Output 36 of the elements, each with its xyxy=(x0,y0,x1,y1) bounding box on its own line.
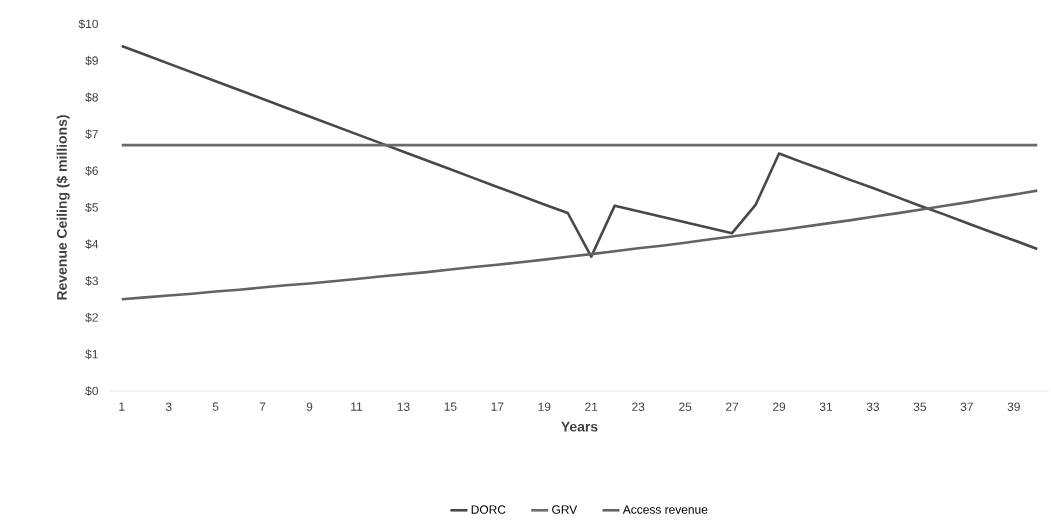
y-tick-label: $8 xyxy=(85,92,98,103)
y-tick-label: $10 xyxy=(78,19,99,29)
x-tick-label: 27 xyxy=(726,402,739,411)
y-tick-label: $5 xyxy=(85,202,98,213)
y-tick-label: $1 xyxy=(85,349,98,360)
x-tick-label: 7 xyxy=(259,402,266,411)
y-tick-label: $9 xyxy=(85,55,98,66)
x-tick-label: 3 xyxy=(165,402,172,411)
x-tick-label: 33 xyxy=(866,402,880,411)
x-tick-label: 13 xyxy=(397,402,410,411)
legend-label: Access revenue xyxy=(622,505,708,514)
y-tick-label: $3 xyxy=(85,276,98,286)
x-tick-label: 5 xyxy=(212,402,219,411)
x-tick-label: 11 xyxy=(351,402,363,411)
x-tick-label: 17 xyxy=(491,402,504,411)
x-tick-label: 15 xyxy=(444,402,457,411)
x-tick-label: 35 xyxy=(913,402,927,411)
x-tick-label: 29 xyxy=(772,402,786,411)
x-tick-label: 37 xyxy=(960,402,973,411)
x-tick-label: 9 xyxy=(306,402,313,411)
y-tick-label: $2 xyxy=(85,312,98,323)
x-tick-label: 1 xyxy=(119,402,125,411)
x-tick-label: 21 xyxy=(585,402,598,411)
x-tick-label: 23 xyxy=(632,402,645,411)
y-tick-label: $0 xyxy=(85,386,99,396)
x-axis-title: Years xyxy=(561,421,598,432)
x-tick-label: 31 xyxy=(819,402,833,411)
x-tick-label: 39 xyxy=(1007,402,1020,411)
y-axis-title: Revenue Ceiling ($ millions) xyxy=(56,115,70,300)
x-tick-label: 25 xyxy=(679,402,692,411)
x-tick-label: 19 xyxy=(538,402,551,411)
legend-label: GRV xyxy=(552,505,578,514)
legend-label: DORC xyxy=(471,505,506,514)
y-tick-label: $6 xyxy=(85,165,98,176)
y-tick-label: $4 xyxy=(85,239,99,250)
y-tick-label: $7 xyxy=(85,129,98,139)
